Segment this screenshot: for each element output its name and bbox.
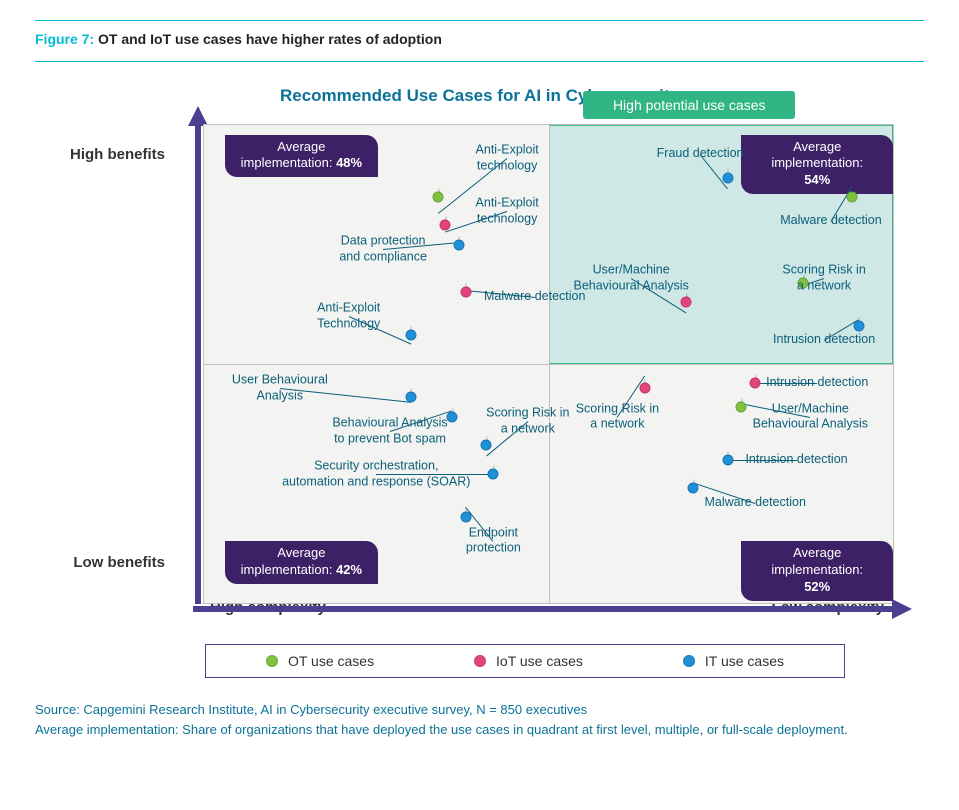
legend-label-it: IT use cases (705, 653, 784, 669)
data-point-label: Fraud detection (657, 146, 744, 162)
figure-number: Figure 7: (35, 31, 94, 47)
data-point (722, 454, 733, 465)
data-point-label: Intrusion detection (745, 452, 847, 468)
legend: OT use cases IoT use cases IT use cases (205, 644, 845, 678)
data-point-label: Anti-Exploit technology (476, 143, 539, 174)
legend-label-ot: OT use cases (288, 653, 374, 669)
data-point-label: Scoring Risk in a network (486, 406, 569, 437)
data-point (750, 378, 761, 389)
data-point (736, 402, 747, 413)
data-point (481, 440, 492, 451)
data-point (688, 483, 699, 494)
y-axis-high-label: High benefits (35, 146, 165, 163)
badge-pct: 52% (804, 579, 830, 594)
badge-bottom-left: Average implementation: 42% (225, 541, 378, 584)
x-axis-arrow (193, 604, 912, 614)
badge-line1: Average (277, 545, 325, 560)
quadrant-chart: High benefits Low benefits High complexi… (185, 124, 894, 624)
data-point (440, 220, 451, 231)
rule-top (35, 20, 924, 21)
badge-top-right: Average implementation: 54% (741, 135, 893, 195)
data-point-label: Anti-Exploit technology (476, 195, 539, 226)
data-point-label: User/Machine Behavioural Analysis (573, 262, 688, 293)
data-point (853, 320, 864, 331)
data-point-label: Intrusion detection (773, 332, 875, 348)
source-line2: Average implementation: Share of organiz… (35, 720, 924, 740)
data-point (681, 296, 692, 307)
badge-pct: 48% (336, 155, 362, 170)
badge-line2: implementation: (771, 562, 863, 577)
rule-bottom (35, 61, 924, 62)
data-point (639, 382, 650, 393)
figure-caption: Figure 7: OT and IoT use cases have high… (35, 31, 924, 47)
data-point-label: Malware detection (484, 289, 585, 305)
badge-line2: implementation: (241, 155, 333, 170)
data-point (405, 330, 416, 341)
badge-line2: implementation: (241, 562, 333, 577)
data-point-label: Malware detection (780, 213, 881, 229)
badge-line1: Average (793, 139, 841, 154)
data-point-label: User/Machine Behavioural Analysis (753, 401, 868, 432)
data-point (433, 191, 444, 202)
data-point-label: Intrusion detection (766, 375, 868, 391)
plot-area: High potential use cases Average impleme… (203, 124, 894, 604)
badge-bottom-right: Average implementation: 52% (741, 541, 893, 601)
source-line1: Source: Capgemini Research Institute, AI… (35, 700, 924, 720)
data-point (405, 392, 416, 403)
data-point-label: Security orchestration, automation and r… (282, 458, 470, 489)
source-note: Source: Capgemini Research Institute, AI… (35, 700, 924, 739)
figure-title: OT and IoT use cases have higher rates o… (98, 31, 442, 47)
legend-item-ot: OT use cases (266, 653, 374, 669)
data-point-label: Scoring Risk in a network (782, 262, 865, 293)
data-point-label: Scoring Risk in a network (576, 401, 659, 432)
legend-dot-ot (266, 655, 278, 667)
data-point (460, 511, 471, 522)
y-axis-low-label: Low benefits (35, 554, 165, 571)
badge-pct: 42% (336, 562, 362, 577)
data-point-label: Data protection and compliance (339, 234, 427, 265)
legend-label-iot: IoT use cases (496, 653, 583, 669)
data-point (722, 172, 733, 183)
badge-line1: Average (793, 545, 841, 560)
legend-dot-iot (474, 655, 486, 667)
legend-item-it: IT use cases (683, 653, 784, 669)
horizontal-midline (204, 364, 893, 365)
badge-pct: 54% (804, 172, 830, 187)
data-point-label: User Behavioural Analysis (232, 372, 328, 403)
data-point (846, 191, 857, 202)
data-point (453, 239, 464, 250)
y-axis-arrow (193, 106, 203, 604)
data-point-label: Malware detection (704, 495, 805, 511)
badge-line1: Average (277, 139, 325, 154)
data-point-label: Endpoint protection (466, 525, 521, 556)
data-point-label: Behavioural Analysis to prevent Bot spam (332, 415, 447, 446)
highlight-tab: High potential use cases (583, 91, 796, 119)
badge-line2: implementation: (771, 155, 863, 170)
badge-top-left: Average implementation: 48% (225, 135, 378, 178)
data-point-label: Anti-Exploit Technology (317, 301, 380, 332)
data-point (460, 287, 471, 298)
data-point (447, 411, 458, 422)
data-point (488, 468, 499, 479)
legend-dot-it (683, 655, 695, 667)
legend-item-iot: IoT use cases (474, 653, 583, 669)
